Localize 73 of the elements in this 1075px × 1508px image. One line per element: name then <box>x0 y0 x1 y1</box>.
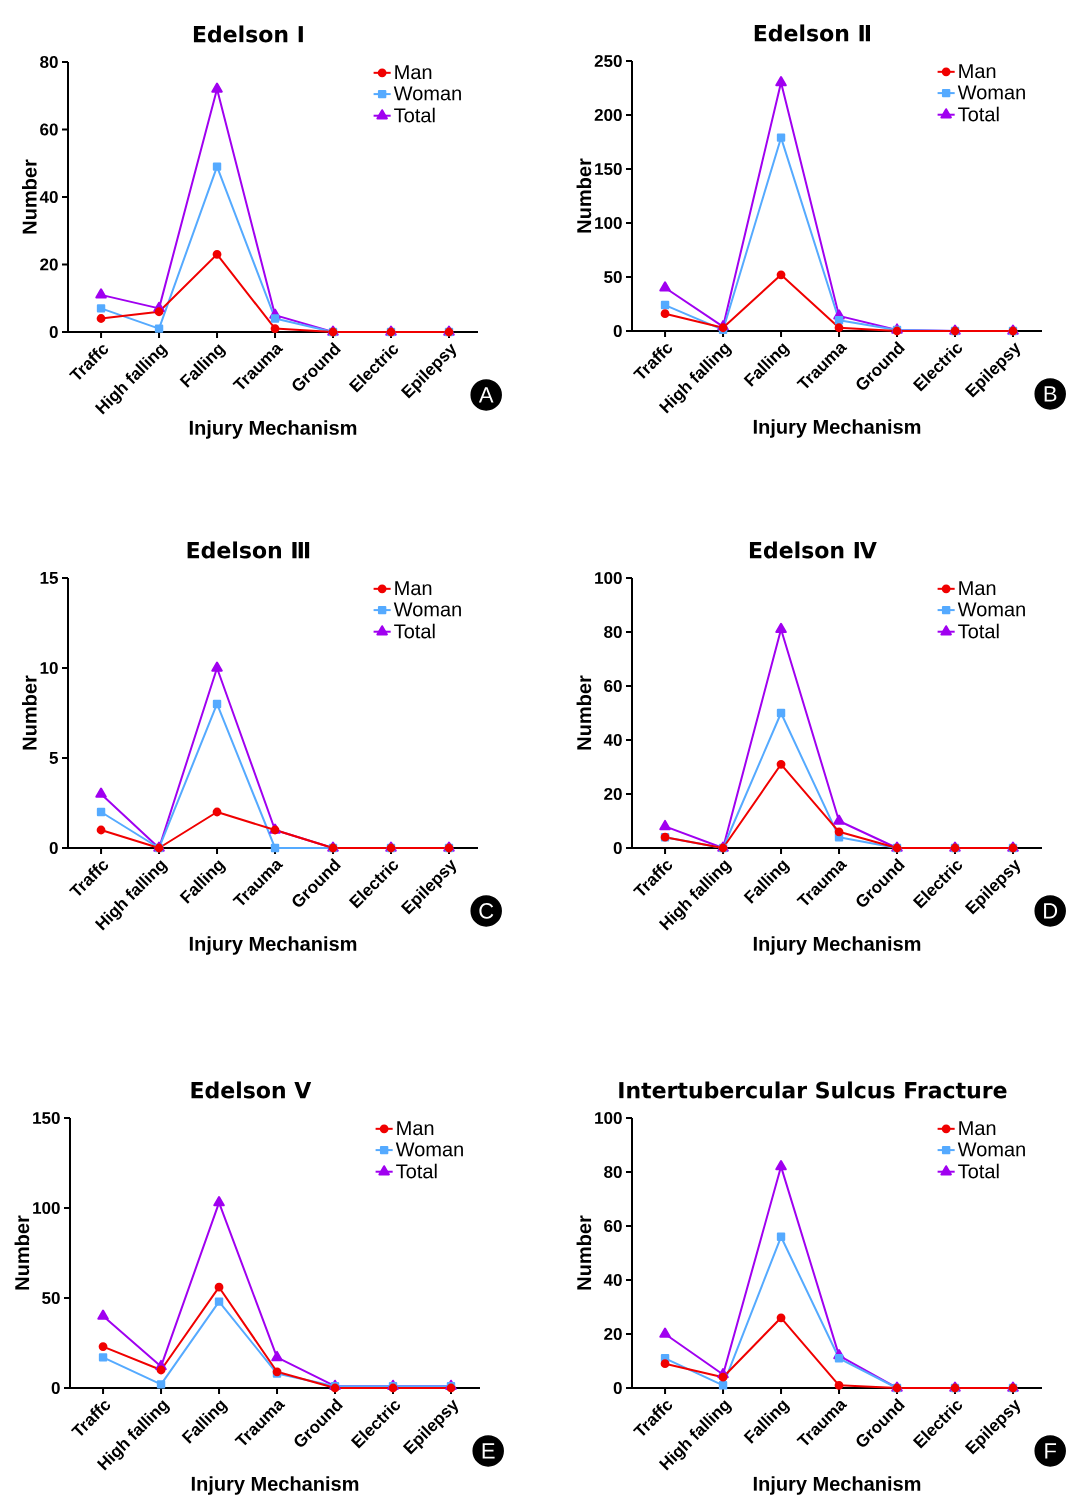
y-tick-label: 40 <box>39 190 58 204</box>
y-tick-label: 60 <box>604 1219 622 1233</box>
text: F <box>1045 1443 1057 1459</box>
legend-label: Total <box>958 623 999 639</box>
y-tick-label: 100 <box>595 216 622 230</box>
y-axis-title: Number <box>22 159 37 234</box>
text: C <box>479 903 494 919</box>
y-axis-title: Number <box>22 675 37 750</box>
x-axis-title: Injury Mechanism <box>753 419 921 438</box>
y-axis-title: Number <box>576 158 592 233</box>
x-axis-title: Injury Mechanism <box>191 1476 359 1495</box>
legend-label: Total <box>958 106 999 122</box>
legend-label: Man <box>397 1121 434 1136</box>
y-axis-title: Number <box>576 675 592 750</box>
y-tick-label: 150 <box>33 1111 60 1125</box>
y-tick-label: 60 <box>40 123 58 136</box>
x-axis-title: Injury Mechanism <box>753 1476 921 1495</box>
y-tick-label: 0 <box>613 841 622 855</box>
y-tick-label: 0 <box>49 325 58 339</box>
legend-label: Woman <box>957 1142 1025 1157</box>
y-tick-label: 20 <box>604 787 622 801</box>
y-axis-title: Number <box>576 1215 592 1290</box>
legend-label: Total <box>394 623 435 639</box>
legend-label: Woman <box>957 602 1025 617</box>
y-tick-label: 0 <box>613 324 622 338</box>
chart-title: Intertubercular Sulcus Fracture <box>619 1081 1007 1099</box>
y-tick-label: 200 <box>594 108 622 122</box>
y-tick-label: 15 <box>40 572 58 584</box>
y-tick-label: 10 <box>40 661 58 675</box>
y-tick-label: 150 <box>595 162 622 176</box>
y-tick-label: 80 <box>604 1165 622 1179</box>
legend-label: Woman <box>957 85 1025 100</box>
legend-label: Total <box>394 107 435 123</box>
y-tick-label: 0 <box>49 841 58 855</box>
chart-title: Edelson Ⅳ <box>749 541 877 559</box>
text: E <box>482 1443 495 1459</box>
y-tick-label: 80 <box>604 625 622 639</box>
legend-label: Woman <box>393 86 461 101</box>
y-tick-label: 50 <box>604 270 622 284</box>
legend-label: Man <box>395 581 432 596</box>
legend-label: Total <box>958 1163 999 1179</box>
legend-label: Man <box>959 1121 996 1136</box>
text: A <box>478 387 494 403</box>
x-axis-title: Injury Mechanism <box>189 420 357 439</box>
y-tick-label: 100 <box>33 1201 60 1215</box>
y-tick-label: 100 <box>595 1111 622 1125</box>
chart-title: Edelson Ⅱ <box>754 24 870 42</box>
legend-label: Total <box>396 1163 437 1179</box>
text: D <box>1044 903 1058 919</box>
y-tick-label: 5 <box>49 752 58 764</box>
legend-label: Woman <box>393 602 461 617</box>
legend-label: Man <box>959 64 996 79</box>
chart-title: Edelson Ⅴ <box>191 1081 312 1099</box>
chart-title: Edelson Ⅰ <box>193 25 303 43</box>
y-tick-label: 0 <box>51 1381 60 1395</box>
legend-label: Man <box>959 581 996 596</box>
y-tick-label: 100 <box>595 571 622 585</box>
y-tick-label: 0 <box>613 1381 622 1395</box>
y-tick-label: 60 <box>604 679 622 693</box>
y-tick-label: 250 <box>594 54 622 68</box>
legend-label: Man <box>395 65 432 80</box>
y-tick-label: 20 <box>40 258 58 271</box>
y-tick-label: 50 <box>42 1291 60 1305</box>
y-tick-label: 80 <box>40 55 58 69</box>
text: B <box>1044 386 1057 402</box>
y-tick-label: 40 <box>603 1273 622 1287</box>
y-tick-label: 20 <box>604 1327 622 1341</box>
x-axis-title: Injury Mechanism <box>753 936 921 955</box>
chart-title: Edelson Ⅲ <box>187 541 310 559</box>
x-axis-title: Injury Mechanism <box>189 936 357 955</box>
legend-label: Woman <box>395 1142 463 1157</box>
y-axis-title: Number <box>14 1215 30 1290</box>
y-tick-label: 40 <box>603 733 622 747</box>
